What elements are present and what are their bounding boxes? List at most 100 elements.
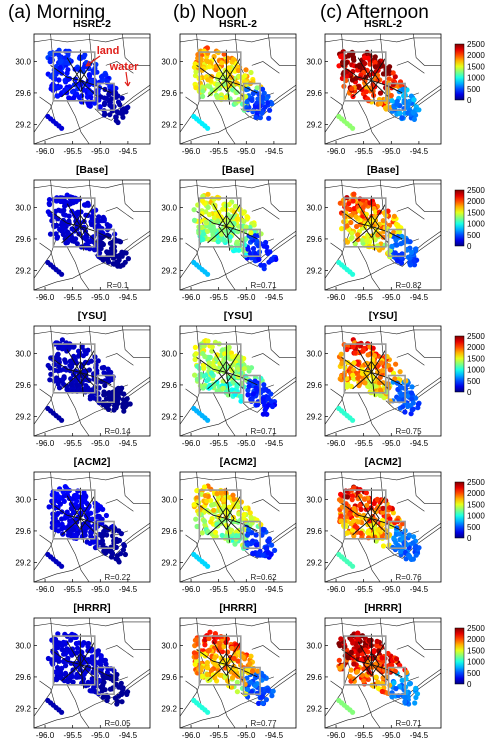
data-point bbox=[89, 528, 95, 534]
map-plot: -96.0 -95.5 -95.0 -94.5 30.0 29.6 29.2 R=0.75 25… bbox=[306, 325, 485, 448]
data-point bbox=[261, 382, 267, 388]
data-point bbox=[221, 643, 227, 649]
y-tick-label: 30.0 bbox=[15, 496, 31, 505]
y-tick-label: 30.0 bbox=[306, 58, 322, 67]
colorbar-tick-label: 1500 bbox=[467, 62, 485, 71]
map-panel: [YSU] -96.0 -95.5 -95.0 -94.5 30.0 29.6 29.2 R=0… bbox=[295, 308, 485, 453]
colorbar-tick-label: 2500 bbox=[467, 624, 485, 633]
data-point bbox=[397, 384, 404, 390]
county-boundary bbox=[325, 183, 441, 189]
data-point bbox=[201, 373, 207, 379]
plot-area: -96.0 -95.5 -95.0 -94.5 30.0 29.6 29.2 R=0.71 25… bbox=[306, 617, 485, 740]
county-boundary bbox=[212, 100, 236, 144]
data-point bbox=[371, 648, 377, 654]
x-tick-label: -96.0 bbox=[327, 439, 346, 448]
data-point bbox=[61, 366, 67, 372]
data-point bbox=[410, 109, 416, 116]
data-point bbox=[199, 67, 205, 73]
data-point bbox=[265, 687, 271, 694]
land-region-box bbox=[343, 51, 387, 102]
county-boundary bbox=[325, 522, 441, 582]
data-point bbox=[208, 519, 214, 525]
data-point bbox=[202, 642, 208, 648]
data-point bbox=[63, 672, 69, 678]
data-point bbox=[256, 550, 262, 556]
data-point bbox=[393, 361, 399, 367]
data-point bbox=[242, 505, 249, 511]
data-point bbox=[259, 86, 266, 92]
map-plot: -96.0 -95.5 -95.0 -94.5 30.0 29.6 29.2 R=0.76 25… bbox=[306, 471, 485, 594]
data-point bbox=[370, 345, 376, 351]
x-tick-label: -96.0 bbox=[182, 439, 201, 448]
colorbar-tick-label: 2500 bbox=[467, 186, 485, 195]
x-tick-label: -94.5 bbox=[410, 585, 429, 594]
highway-line bbox=[363, 68, 380, 93]
data-point bbox=[114, 259, 120, 265]
county-boundary bbox=[94, 672, 150, 705]
data-point bbox=[402, 699, 408, 705]
map-panel: HSRL-2 -96.0 -95.5 -95.0 -94.5 30.0 29.6 29.2 25… bbox=[295, 16, 485, 161]
data-point bbox=[89, 221, 95, 228]
data-point bbox=[259, 110, 265, 116]
county-boundary bbox=[180, 668, 296, 728]
data-point bbox=[234, 239, 240, 245]
data-point bbox=[380, 509, 386, 515]
plot-area: -96.0 -95.5 -95.0 -94.5 30.0 29.6 29.2 R=0.71 bbox=[161, 179, 297, 302]
colorbar-tick-label: 1000 bbox=[467, 74, 485, 83]
land-region-box bbox=[52, 635, 96, 686]
x-tick-label: -95.5 bbox=[210, 731, 229, 740]
data-point bbox=[389, 98, 395, 104]
plot-area: -96.0 -95.5 -95.0 -94.5 30.0 29.6 29.2 R=0.1 bbox=[15, 179, 151, 302]
data-point bbox=[59, 563, 65, 569]
data-point bbox=[396, 229, 403, 235]
data-point bbox=[62, 203, 68, 209]
data-point bbox=[403, 676, 409, 682]
data-point bbox=[391, 535, 397, 541]
data-point bbox=[95, 358, 101, 364]
map-panel: [Base] -96.0 -95.5 -95.0 -94.5 30.0 29.6 29.2 R=… bbox=[150, 162, 326, 307]
data-point bbox=[104, 96, 110, 102]
water-region-box bbox=[387, 374, 406, 404]
county-boundary bbox=[325, 668, 441, 728]
x-tick-label: -96.0 bbox=[327, 585, 346, 594]
data-point bbox=[358, 657, 364, 663]
data-point bbox=[66, 526, 72, 533]
data-point bbox=[250, 90, 256, 97]
data-point bbox=[397, 110, 403, 117]
y-tick-label: 30.0 bbox=[306, 350, 322, 359]
data-point bbox=[245, 246, 251, 252]
x-tick-label: -95.0 bbox=[382, 731, 401, 740]
data-point bbox=[247, 679, 253, 685]
data-point bbox=[408, 411, 414, 417]
data-point bbox=[202, 493, 208, 499]
x-tick-label: -94.5 bbox=[410, 293, 429, 302]
y-tick-label: 29.2 bbox=[15, 120, 31, 129]
data-point bbox=[72, 532, 78, 538]
correlation-label: R=0.77 bbox=[251, 719, 278, 728]
data-point bbox=[220, 385, 226, 391]
data-point bbox=[103, 661, 109, 667]
data-point bbox=[211, 53, 217, 60]
county-boundary bbox=[105, 645, 134, 658]
highway-line bbox=[212, 641, 244, 682]
panel-title: HSRL-2 bbox=[364, 18, 402, 30]
y-tick-label: 29.6 bbox=[306, 89, 322, 98]
county-boundary bbox=[385, 380, 441, 413]
data-point bbox=[262, 104, 268, 110]
land-region-box bbox=[343, 197, 387, 248]
data-point bbox=[95, 648, 101, 654]
data-point bbox=[66, 95, 73, 101]
plot-area: -96.0 -95.5 -95.0 -94.5 30.0 29.6 29.2 R=0.22 bbox=[15, 471, 151, 594]
y-tick-label: 29.2 bbox=[306, 266, 322, 275]
highway-line bbox=[357, 349, 389, 390]
y-tick-label: 30.0 bbox=[161, 496, 177, 505]
data-point bbox=[248, 514, 254, 520]
y-tick-label: 30.0 bbox=[15, 642, 31, 651]
x-tick-label: -95.5 bbox=[355, 147, 374, 156]
data-point bbox=[234, 216, 240, 222]
data-point bbox=[105, 406, 112, 412]
data-point bbox=[82, 528, 88, 534]
county-boundary bbox=[251, 353, 280, 366]
x-tick-label: -94.5 bbox=[410, 439, 429, 448]
y-tick-label: 29.2 bbox=[161, 266, 177, 275]
